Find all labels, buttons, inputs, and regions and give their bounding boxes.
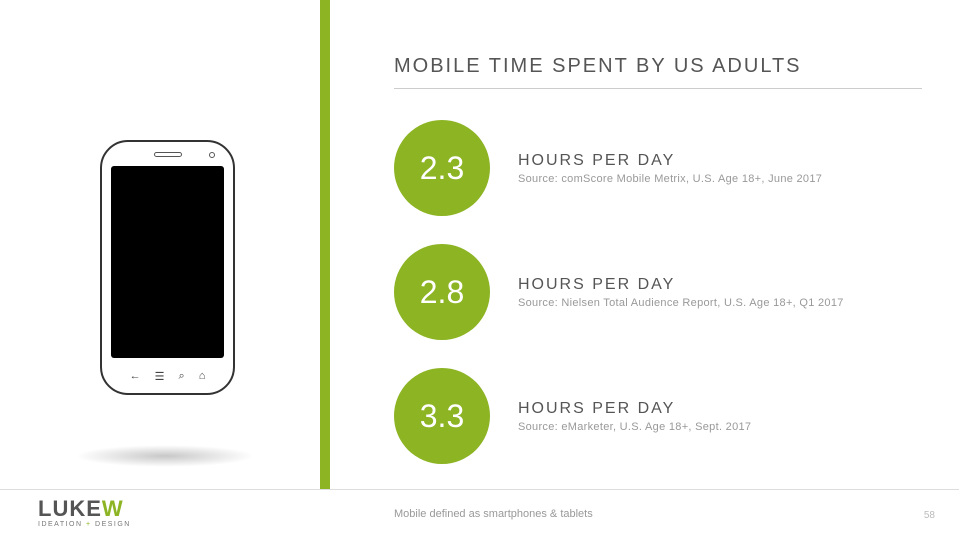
slide-title: MOBILE TIME SPENT BY US ADULTS	[394, 55, 802, 78]
stat-label: HOURS PER DAY	[518, 400, 751, 418]
stat-value-circle: 2.3	[394, 120, 490, 216]
brand-logo: LUKEW IDEATION + DESIGN	[38, 498, 131, 528]
footer-rule	[0, 489, 959, 490]
stat-row: 2.8 HOURS PER DAY Source: Nielsen Total …	[394, 244, 934, 340]
stat-source: Source: comScore Mobile Metrix, U.S. Age…	[518, 173, 822, 185]
back-icon: ←	[130, 370, 141, 383]
vertical-accent-bar	[320, 0, 330, 489]
phone-camera	[209, 152, 215, 158]
stat-label: HOURS PER DAY	[518, 276, 844, 294]
phone-nav-icons: ← ☰ ⌕ ⌂	[102, 370, 233, 383]
stat-value-circle: 2.8	[394, 244, 490, 340]
stat-source: Source: Nielsen Total Audience Report, U…	[518, 297, 844, 309]
phone-screen	[111, 166, 224, 358]
page-number: 58	[924, 510, 935, 521]
stat-source: Source: eMarketer, U.S. Age 18+, Sept. 2…	[518, 421, 751, 433]
stats-list: 2.3 HOURS PER DAY Source: comScore Mobil…	[394, 120, 934, 492]
stat-row: 2.3 HOURS PER DAY Source: comScore Mobil…	[394, 120, 934, 216]
phone-shadow	[75, 445, 255, 467]
phone-speaker	[154, 152, 182, 157]
logo-text-b: W	[102, 496, 124, 521]
logo-sub-a: IDEATION	[38, 521, 86, 528]
search-icon: ⌕	[179, 370, 185, 383]
logo-sub-b: DESIGN	[92, 521, 131, 528]
stat-row: 3.3 HOURS PER DAY Source: eMarketer, U.S…	[394, 368, 934, 464]
footnote: Mobile defined as smartphones & tablets	[394, 508, 593, 520]
stat-value-circle: 3.3	[394, 368, 490, 464]
home-icon: ⌂	[199, 370, 206, 383]
menu-icon: ☰	[155, 370, 165, 383]
stat-label: HOURS PER DAY	[518, 152, 822, 170]
title-underline	[394, 88, 922, 89]
phone-illustration: ← ☰ ⌕ ⌂	[100, 140, 235, 395]
logo-text-a: LUKE	[38, 496, 102, 521]
